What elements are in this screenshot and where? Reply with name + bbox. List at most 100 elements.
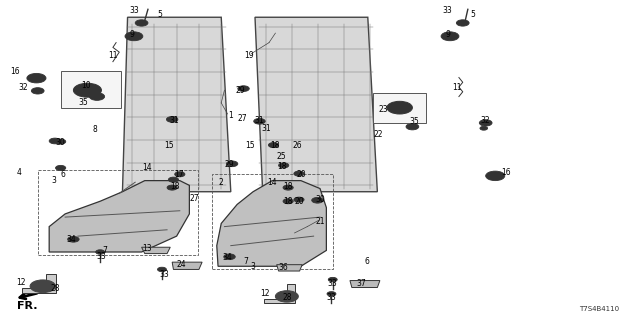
Circle shape	[49, 138, 61, 144]
Circle shape	[74, 83, 101, 97]
Circle shape	[32, 76, 41, 80]
Circle shape	[224, 254, 236, 260]
Text: 4: 4	[17, 168, 22, 177]
Text: 31: 31	[255, 116, 264, 125]
Text: 3: 3	[52, 176, 57, 185]
Circle shape	[238, 86, 249, 92]
Text: 22: 22	[374, 130, 383, 139]
Circle shape	[445, 34, 454, 38]
Text: 33: 33	[328, 279, 338, 288]
Text: 30: 30	[55, 138, 65, 147]
Text: 32: 32	[481, 116, 490, 125]
Text: T7S4B4110: T7S4B4110	[579, 306, 620, 312]
Circle shape	[479, 120, 492, 126]
Text: 14: 14	[142, 164, 152, 172]
Circle shape	[294, 197, 304, 202]
Text: 35: 35	[78, 99, 88, 108]
Polygon shape	[276, 265, 302, 271]
Text: 11: 11	[452, 83, 461, 92]
Text: 19: 19	[244, 51, 253, 60]
Circle shape	[441, 32, 459, 41]
Circle shape	[312, 197, 323, 203]
Circle shape	[166, 116, 178, 122]
Text: 20: 20	[296, 170, 306, 179]
Circle shape	[129, 34, 138, 38]
Text: 1: 1	[228, 111, 233, 120]
Text: 28: 28	[51, 284, 60, 293]
Text: 23: 23	[379, 105, 388, 114]
Text: 29: 29	[225, 160, 234, 169]
Circle shape	[294, 171, 304, 176]
Text: 5: 5	[157, 10, 162, 19]
Text: 33: 33	[326, 293, 337, 302]
Text: 12: 12	[16, 278, 25, 287]
Polygon shape	[217, 180, 326, 266]
Text: 37: 37	[356, 279, 366, 288]
Circle shape	[175, 172, 185, 177]
Text: 31: 31	[261, 124, 271, 133]
Polygon shape	[255, 17, 378, 192]
Text: 30: 30	[315, 195, 325, 204]
Text: 18: 18	[277, 162, 287, 171]
Text: 33: 33	[159, 270, 169, 279]
Circle shape	[68, 236, 79, 242]
Circle shape	[387, 101, 412, 114]
Text: 34: 34	[67, 236, 76, 244]
Polygon shape	[172, 262, 202, 269]
Polygon shape	[264, 284, 294, 303]
Circle shape	[327, 292, 336, 296]
Text: 32: 32	[19, 83, 29, 92]
Polygon shape	[141, 247, 170, 253]
Text: 18: 18	[271, 141, 280, 150]
Text: 9: 9	[445, 30, 450, 39]
Polygon shape	[122, 17, 231, 192]
Text: 24: 24	[177, 260, 186, 269]
Circle shape	[283, 185, 293, 190]
Polygon shape	[49, 180, 189, 252]
Text: 17: 17	[173, 170, 183, 179]
FancyBboxPatch shape	[61, 70, 120, 108]
Text: 20: 20	[295, 197, 305, 206]
Text: 2: 2	[219, 178, 223, 187]
Circle shape	[253, 118, 265, 124]
Circle shape	[167, 185, 177, 190]
Text: 31: 31	[170, 116, 180, 125]
Circle shape	[56, 139, 66, 144]
Text: 7: 7	[102, 246, 107, 255]
Text: 10: 10	[81, 81, 91, 90]
Circle shape	[125, 32, 143, 41]
Circle shape	[491, 174, 500, 178]
Text: 27: 27	[189, 194, 198, 203]
Circle shape	[36, 283, 49, 289]
Text: 8: 8	[93, 125, 97, 134]
Circle shape	[281, 293, 292, 299]
Circle shape	[56, 165, 66, 171]
Text: 3: 3	[251, 262, 255, 271]
Text: 13: 13	[142, 244, 152, 253]
Text: 5: 5	[470, 10, 476, 19]
Circle shape	[96, 250, 104, 254]
Text: 6: 6	[365, 257, 369, 266]
Circle shape	[268, 142, 278, 148]
Text: 18: 18	[284, 182, 293, 191]
Circle shape	[328, 277, 337, 282]
Text: 34: 34	[223, 253, 232, 262]
Circle shape	[90, 93, 104, 100]
FancyBboxPatch shape	[373, 93, 426, 123]
Circle shape	[278, 163, 289, 168]
Polygon shape	[350, 281, 380, 288]
Circle shape	[168, 177, 179, 182]
Text: 27: 27	[237, 114, 247, 123]
Text: 28: 28	[282, 293, 292, 302]
Text: 18: 18	[284, 197, 293, 206]
Circle shape	[31, 88, 44, 94]
Text: 15: 15	[245, 141, 255, 150]
Text: 9: 9	[129, 30, 134, 39]
Circle shape	[283, 199, 293, 204]
Text: 14: 14	[267, 178, 276, 187]
Circle shape	[157, 267, 166, 272]
Circle shape	[486, 171, 505, 180]
Text: 15: 15	[164, 141, 174, 150]
Text: 6: 6	[61, 170, 66, 179]
Text: 29: 29	[236, 86, 245, 95]
